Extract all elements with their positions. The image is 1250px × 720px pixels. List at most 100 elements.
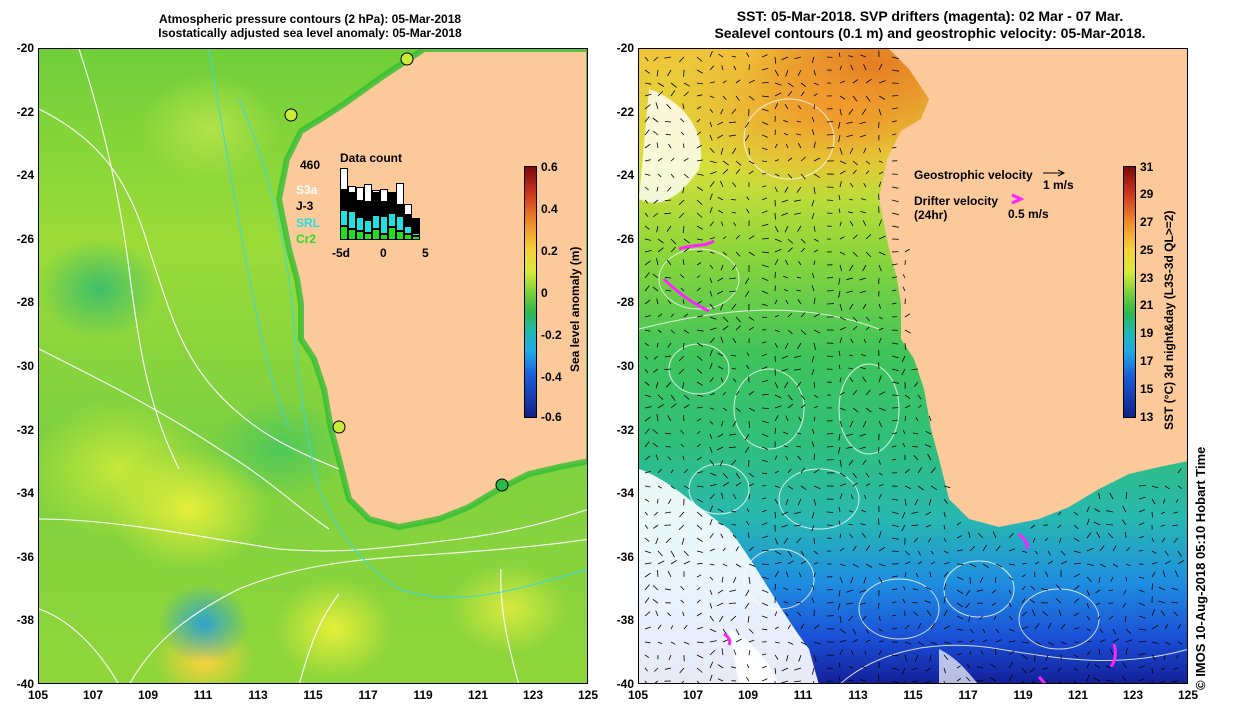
velocity-arrow	[761, 366, 768, 370]
velocity-arrow	[865, 251, 872, 258]
velocity-arrow	[839, 147, 843, 155]
velocity-arrow	[709, 65, 715, 71]
velocity-arrow	[733, 65, 737, 71]
velocity-arrow	[865, 628, 870, 634]
velocity-arrow	[859, 602, 867, 605]
velocity-arrow	[709, 505, 713, 513]
velocity-arrow	[696, 106, 702, 110]
velocity-arrow	[721, 648, 724, 656]
velocity-arrow	[1108, 615, 1114, 620]
velocity-arrow	[848, 55, 854, 58]
velocity-arrow	[735, 325, 741, 331]
velocity-arrow	[735, 481, 742, 487]
velocity-arrow	[735, 168, 741, 175]
velocity-arrow	[652, 429, 659, 435]
velocity-arrow	[678, 199, 685, 206]
velocity-arrow	[861, 509, 867, 513]
data-count-title: Data count	[340, 151, 403, 165]
velocity-arrow	[748, 407, 755, 412]
velocity-arrow	[1021, 654, 1029, 660]
velocity-arrow	[915, 417, 919, 422]
velocity-arrow	[761, 264, 769, 268]
velocity-arrow	[891, 445, 897, 448]
velocity-arrow	[683, 329, 690, 334]
velocity-arrow	[1138, 641, 1146, 643]
velocity-arrow	[860, 54, 867, 58]
velocity-arrow	[995, 639, 1002, 643]
velocity-arrow	[813, 82, 819, 86]
velocity-arrow	[800, 82, 807, 87]
velocity-arrow	[991, 602, 997, 606]
velocity-arrow	[1057, 511, 1062, 516]
velocity-arrow	[785, 498, 789, 506]
velocity-arrow	[670, 403, 677, 409]
velocity-arrow	[979, 615, 984, 620]
velocity-arrow	[891, 199, 899, 203]
velocity-arrow	[1151, 609, 1155, 617]
velocity-arrow	[722, 95, 727, 100]
velocity-arrow	[683, 157, 689, 162]
velocity-arrow	[667, 342, 672, 348]
velocity-arrow	[852, 234, 858, 240]
velocity-arrow	[1021, 641, 1029, 644]
velocity-arrow	[683, 143, 685, 149]
velocity-arrow	[848, 367, 854, 370]
velocity-arrow	[865, 472, 870, 478]
mission-s3a: S3a	[296, 183, 318, 197]
velocity-arrow	[1160, 667, 1166, 671]
velocity-arrow	[794, 199, 802, 202]
velocity-arrow	[1094, 508, 1101, 513]
velocity-arrow	[729, 290, 737, 293]
velocity-arrow	[709, 493, 715, 500]
velocity-arrow	[878, 602, 880, 609]
velocity-arrow	[735, 563, 742, 568]
velocity-arrow	[852, 545, 857, 552]
velocity-arrow	[1008, 589, 1012, 594]
velocity-arrow	[995, 648, 997, 656]
velocity-arrow	[644, 56, 649, 62]
velocity-arrow	[813, 624, 820, 630]
velocity-arrow	[928, 415, 932, 422]
sea-level-anomaly-map[interactable]	[38, 48, 588, 684]
velocity-arrow	[1042, 667, 1049, 670]
velocity-arrow	[891, 419, 898, 422]
velocity-arrow	[956, 535, 962, 539]
velocity-arrow	[748, 472, 754, 478]
velocity-arrow	[878, 181, 882, 188]
velocity-arrow	[913, 537, 919, 543]
velocity-arrow	[682, 259, 685, 266]
velocity-arrow	[774, 611, 778, 617]
velocity-arrow	[1158, 600, 1166, 604]
histogram-segment-srl	[396, 215, 404, 232]
sst-map[interactable]	[638, 48, 1188, 684]
velocity-arrow	[838, 662, 841, 669]
velocity-arrow	[1106, 680, 1114, 682]
velocity-arrow	[982, 563, 990, 569]
velocity-arrow	[696, 173, 704, 176]
velocity-arrow	[956, 665, 961, 669]
velocity-arrow	[644, 368, 649, 374]
velocity-arrow	[1034, 623, 1040, 630]
velocity-arrow	[1138, 652, 1146, 656]
velocity-arrow	[729, 446, 737, 449]
velocity-arrow	[696, 274, 701, 279]
right-lon-tick: 115	[903, 688, 923, 702]
velocity-arrow	[1093, 677, 1101, 682]
velocity-arrow	[717, 196, 724, 201]
velocity-arrow	[1177, 641, 1183, 645]
velocity-arrow	[709, 446, 713, 453]
hist-tick-zero: 0	[380, 246, 387, 260]
velocity-arrow	[912, 445, 919, 448]
velocity-arrow	[761, 678, 768, 682]
velocity-arrow	[718, 53, 724, 58]
velocity-arrow	[774, 186, 778, 193]
velocity-arrow	[1138, 576, 1145, 579]
velocity-arrow	[656, 258, 659, 266]
velocity-arrow	[748, 390, 755, 396]
velocity-arrow	[761, 563, 769, 565]
velocity-arrow	[865, 95, 871, 102]
velocity-arrow	[783, 120, 789, 123]
sla-tick: 0.4	[541, 202, 558, 216]
velocity-arrow	[992, 531, 997, 539]
velocity-arrow	[746, 508, 750, 513]
